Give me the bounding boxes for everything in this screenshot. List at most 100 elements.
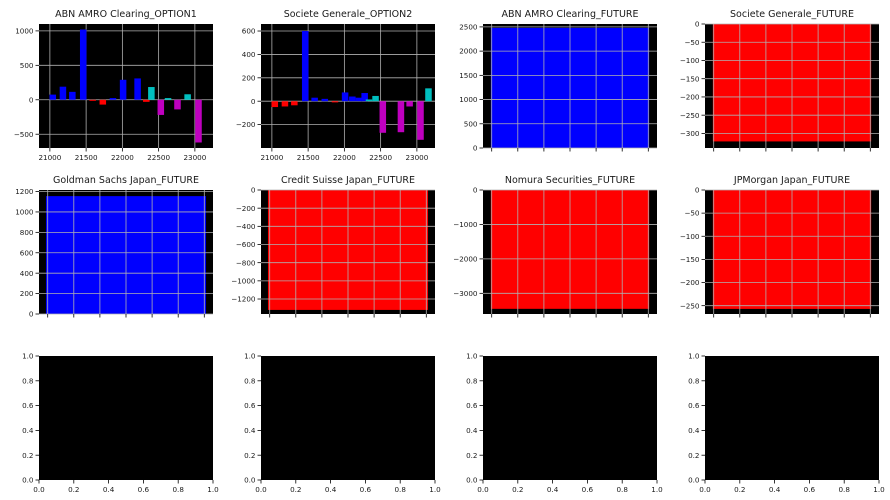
svg-text:0.0: 0.0 xyxy=(699,485,711,494)
svg-text:0.0: 0.0 xyxy=(22,476,34,485)
svg-text:0.8: 0.8 xyxy=(616,485,628,494)
chart-canvas-nomura-future: Nomura Securities_FUTURE 0 −1000 −2000 −300… xyxy=(453,175,657,318)
svg-text:0: 0 xyxy=(473,186,478,195)
svg-text:22000: 22000 xyxy=(333,153,356,162)
svg-text:1.0: 1.0 xyxy=(873,485,885,494)
svg-text:21000: 21000 xyxy=(260,153,283,162)
chart-canvas-abn-future: ABN AMRO Clearing_FUTURE 0 500 1000 1500 200… xyxy=(459,9,657,153)
svg-text:1000: 1000 xyxy=(15,208,34,217)
svg-text:400: 400 xyxy=(20,269,34,278)
svg-text:−400: −400 xyxy=(236,222,256,231)
svg-text:0: 0 xyxy=(29,95,34,104)
svg-text:0.2: 0.2 xyxy=(22,451,33,460)
svg-text:1.0: 1.0 xyxy=(688,352,700,361)
subplot-societe-generale-future: Societe Generale_FUTURE 0 −50 −100 −150 −200… xyxy=(667,0,889,166)
subplot-credit-suisse-japan-future: Credit Suisse Japan_FUTURE 0 −200 −400 −600… xyxy=(223,166,445,332)
subplot-goldman-sachs-japan-future: Goldman Sachs Japan_FUTURE 0 200 400 600 800… xyxy=(1,166,223,332)
subplot-empty-3: 0.0 0.2 0.4 0.6 0.8 1.0 0.0 0.2 0.4 0.6 0.8 1.0 xyxy=(445,332,667,498)
subplot-nomura-securities-future: Nomura Securities_FUTURE 0 −1000 −2000 −300… xyxy=(445,166,667,332)
svg-text:1.0: 1.0 xyxy=(22,352,34,361)
svg-text:500: 500 xyxy=(464,119,478,128)
svg-text:−150: −150 xyxy=(680,255,700,264)
svg-text:−200: −200 xyxy=(236,204,256,213)
plot-title: JPMorgan Japan_FUTURE xyxy=(733,175,850,186)
svg-text:1000: 1000 xyxy=(459,95,478,104)
svg-text:0.6: 0.6 xyxy=(466,401,478,410)
plot-title: Societe Generale_OPTION2 xyxy=(284,9,413,20)
plot-area: 0 −50 −100 −150 −200 −250 −300 xyxy=(680,20,879,152)
svg-text:600: 600 xyxy=(242,27,256,36)
chart-canvas-option2: Societe Generale_OPTION2 −200 0 200 400 600 2… xyxy=(236,9,435,162)
plot-title: Goldman Sachs Japan_FUTURE xyxy=(53,175,199,186)
svg-text:21500: 21500 xyxy=(75,153,98,162)
svg-text:0.0: 0.0 xyxy=(244,476,256,485)
svg-text:800: 800 xyxy=(20,228,34,237)
svg-text:2000: 2000 xyxy=(459,47,478,56)
plot-area: 0.0 0.2 0.4 0.6 0.8 1.0 0.0 0.2 0.4 0.6 0.8 1.0 xyxy=(688,352,885,494)
svg-text:0.4: 0.4 xyxy=(325,485,337,494)
plot-area: −500 0 500 1000 21000 21500 22000 22500 23000 xyxy=(14,24,213,162)
svg-text:0: 0 xyxy=(695,20,700,29)
svg-text:0.4: 0.4 xyxy=(688,426,700,435)
svg-text:0.0: 0.0 xyxy=(255,485,267,494)
svg-text:0.0: 0.0 xyxy=(477,485,489,494)
chart-canvas-empty-3: 0.0 0.2 0.4 0.6 0.8 1.0 0.0 0.2 0.4 0.6 0.8 1.0 xyxy=(466,352,663,494)
svg-text:1.0: 1.0 xyxy=(244,352,256,361)
svg-text:600: 600 xyxy=(20,248,34,257)
chart-canvas-gs-future: Goldman Sachs Japan_FUTURE 0 200 400 600 800… xyxy=(15,175,213,319)
svg-text:2500: 2500 xyxy=(459,23,478,32)
svg-text:0.0: 0.0 xyxy=(688,476,700,485)
svg-text:22500: 22500 xyxy=(369,153,392,162)
svg-text:−100: −100 xyxy=(680,232,700,241)
svg-text:0.6: 0.6 xyxy=(244,401,256,410)
svg-text:−300: −300 xyxy=(680,129,700,138)
svg-text:0.2: 0.2 xyxy=(244,451,255,460)
svg-text:−200: −200 xyxy=(680,278,700,287)
subplot-societe-generale-option2: Societe Generale_OPTION2 −200 0 200 400 600 2… xyxy=(223,0,445,166)
svg-text:0.8: 0.8 xyxy=(394,485,406,494)
plot-area: 0.0 0.2 0.4 0.6 0.8 1.0 0.0 0.2 0.4 0.6 0.8 1.0 xyxy=(466,352,663,494)
svg-text:−250: −250 xyxy=(680,301,700,310)
svg-text:0.6: 0.6 xyxy=(804,485,816,494)
svg-text:0: 0 xyxy=(251,97,256,106)
svg-text:1000: 1000 xyxy=(15,26,34,35)
plot-title: Nomura Securities_FUTURE xyxy=(505,175,635,186)
svg-text:0.2: 0.2 xyxy=(290,485,301,494)
svg-text:500: 500 xyxy=(20,61,34,70)
chart-canvas-cs-future: Credit Suisse Japan_FUTURE 0 −200 −400 −600… xyxy=(231,175,435,318)
svg-text:0.8: 0.8 xyxy=(172,485,184,494)
svg-text:200: 200 xyxy=(20,289,34,298)
svg-text:0.4: 0.4 xyxy=(22,426,34,435)
svg-text:−1000: −1000 xyxy=(231,276,256,285)
svg-text:1.0: 1.0 xyxy=(207,485,219,494)
svg-text:−100: −100 xyxy=(680,56,700,65)
svg-text:1.0: 1.0 xyxy=(429,485,441,494)
subplot-empty-1: 0.0 0.2 0.4 0.6 0.8 1.0 0.0 0.2 0.4 0.6 0.8 1.0 xyxy=(1,332,223,498)
svg-text:0.8: 0.8 xyxy=(244,376,256,385)
svg-text:1200: 1200 xyxy=(15,187,34,196)
svg-text:1.0: 1.0 xyxy=(466,352,478,361)
svg-text:−500: −500 xyxy=(14,130,34,139)
svg-text:0.6: 0.6 xyxy=(138,485,150,494)
svg-text:−200: −200 xyxy=(236,120,256,129)
svg-text:0.0: 0.0 xyxy=(466,476,478,485)
svg-text:−2000: −2000 xyxy=(453,254,478,263)
plot-title: ABN AMRO Clearing_OPTION1 xyxy=(55,9,197,20)
svg-text:0: 0 xyxy=(695,186,700,195)
svg-text:200: 200 xyxy=(242,73,256,82)
svg-text:−50: −50 xyxy=(684,209,700,218)
svg-text:−150: −150 xyxy=(680,74,700,83)
svg-text:−600: −600 xyxy=(236,240,256,249)
chart-canvas-option1: ABN AMRO Clearing_OPTION1 −500 0 500 1000 21… xyxy=(14,9,213,162)
svg-text:0.8: 0.8 xyxy=(838,485,850,494)
svg-text:0.2: 0.2 xyxy=(688,451,699,460)
subplot-abn-amro-clearing-option1: ABN AMRO Clearing_OPTION1 −500 0 500 1000 21… xyxy=(1,0,223,166)
plot-title: ABN AMRO Clearing_FUTURE xyxy=(502,9,639,20)
svg-text:0.4: 0.4 xyxy=(466,426,478,435)
svg-text:1.0: 1.0 xyxy=(651,485,663,494)
svg-text:21500: 21500 xyxy=(297,153,320,162)
svg-text:−1200: −1200 xyxy=(231,295,256,304)
svg-text:0.4: 0.4 xyxy=(769,485,781,494)
